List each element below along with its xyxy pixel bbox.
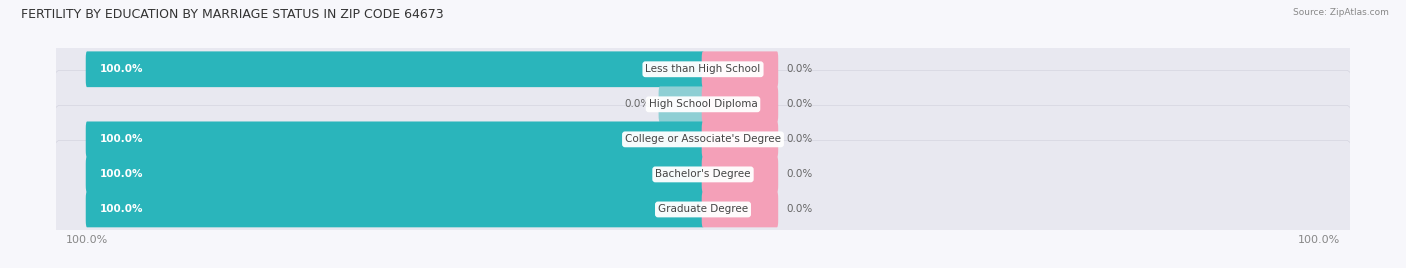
FancyBboxPatch shape [51, 70, 1355, 209]
Text: 100.0%: 100.0% [100, 64, 143, 74]
FancyBboxPatch shape [658, 87, 704, 122]
FancyBboxPatch shape [86, 51, 704, 87]
FancyBboxPatch shape [702, 121, 778, 157]
FancyBboxPatch shape [51, 35, 1355, 173]
Text: 100.0%: 100.0% [100, 169, 143, 179]
Text: Bachelor's Degree: Bachelor's Degree [655, 169, 751, 179]
Text: 0.0%: 0.0% [786, 99, 813, 109]
Text: 0.0%: 0.0% [786, 64, 813, 74]
FancyBboxPatch shape [51, 140, 1355, 268]
Text: Graduate Degree: Graduate Degree [658, 204, 748, 214]
FancyBboxPatch shape [702, 192, 778, 227]
Text: 100.0%: 100.0% [100, 134, 143, 144]
FancyBboxPatch shape [86, 121, 704, 157]
FancyBboxPatch shape [51, 105, 1355, 243]
FancyBboxPatch shape [702, 51, 778, 87]
FancyBboxPatch shape [86, 192, 704, 227]
Text: High School Diploma: High School Diploma [648, 99, 758, 109]
Text: College or Associate's Degree: College or Associate's Degree [626, 134, 780, 144]
Text: 0.0%: 0.0% [624, 99, 651, 109]
Text: 0.0%: 0.0% [786, 169, 813, 179]
FancyBboxPatch shape [702, 157, 778, 192]
Text: Source: ZipAtlas.com: Source: ZipAtlas.com [1294, 8, 1389, 17]
FancyBboxPatch shape [86, 157, 704, 192]
Text: FERTILITY BY EDUCATION BY MARRIAGE STATUS IN ZIP CODE 64673: FERTILITY BY EDUCATION BY MARRIAGE STATU… [21, 8, 444, 21]
Text: 100.0%: 100.0% [100, 204, 143, 214]
FancyBboxPatch shape [702, 87, 778, 122]
Text: Less than High School: Less than High School [645, 64, 761, 74]
Text: 0.0%: 0.0% [786, 204, 813, 214]
FancyBboxPatch shape [51, 0, 1355, 138]
Text: 0.0%: 0.0% [786, 134, 813, 144]
